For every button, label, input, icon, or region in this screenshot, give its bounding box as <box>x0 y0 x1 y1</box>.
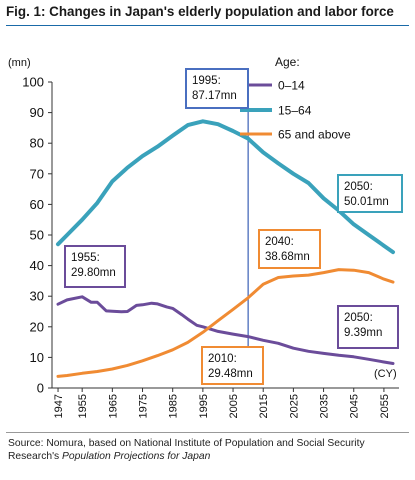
x-axis-unit-label: (CY) <box>374 368 397 380</box>
annotations: 1995: 87.17mn 1955: 29.80mn 2040: 38.68mn 2050… <box>64 68 403 385</box>
source-divider <box>6 432 409 433</box>
source-text: Source: Nomura, based on National Instit… <box>8 438 365 462</box>
x-tick-label: 2035 <box>319 394 331 418</box>
chart-title: Fig. 1: Changes in Japan's elderly popul… <box>6 4 394 19</box>
y-tick-label: 50 <box>30 228 44 243</box>
annotation-box <box>201 346 264 385</box>
annotation-label-line1: 2050: <box>344 312 373 324</box>
y-tick-label: 90 <box>30 105 44 120</box>
x-tick-label: 2025 <box>288 394 300 418</box>
y-tick-label: 10 <box>30 350 44 365</box>
annotation-label-line2: 29.48mn <box>208 368 253 380</box>
legend-label: 15–64 <box>278 104 312 118</box>
annotation-label-line2: 50.01mn <box>344 196 389 208</box>
y-tick-label: 80 <box>30 136 44 151</box>
x-tick-label: 1955 <box>77 394 89 418</box>
legend-label: 65 and above <box>278 128 351 142</box>
x-tick-label: 2005 <box>228 394 240 418</box>
series-line-65-and-above <box>56 268 395 378</box>
annotation-box <box>64 245 126 288</box>
source-publication: Population Projections for Japan <box>62 451 211 462</box>
x-tick-label: 1947 <box>53 394 65 418</box>
annotation-label-line1: 2010: <box>208 353 237 365</box>
annotation-label-line1: 2040: <box>265 236 294 248</box>
x-tick-label: 1965 <box>107 394 119 418</box>
annotation-label-line2: 9.39mn <box>344 327 382 339</box>
x-tick-label: 1995 <box>198 394 210 418</box>
series-line-0-14 <box>56 295 395 365</box>
annotation-box <box>185 68 249 109</box>
legend-title: Age: <box>275 55 300 69</box>
x-tick-label: 2055 <box>379 394 391 418</box>
y-tick-label: 0 <box>37 381 44 396</box>
annotation-box <box>337 305 399 349</box>
y-tick-label: 100 <box>22 75 44 90</box>
annotation-label-line2: 87.17mn <box>192 90 237 102</box>
y-tick-label: 30 <box>30 289 44 304</box>
x-tick-label: 1975 <box>138 394 150 418</box>
source-note: Source: Nomura, based on National Instit… <box>8 437 408 463</box>
annotation-label-line1: 1995: <box>192 75 221 87</box>
y-tick-label: 20 <box>30 319 44 334</box>
legend-label: 0–14 <box>278 79 305 93</box>
annotation-box <box>258 229 321 269</box>
legend: Age: 0–14 15–64 65 and above <box>240 55 351 142</box>
x-tick-label: 2015 <box>258 394 270 418</box>
y-tick-label: 70 <box>30 166 44 181</box>
annotation-label-line2: 38.68mn <box>265 251 310 263</box>
axes: 0 10 20 30 40 50 60 70 80 90 100 (mn) 1947 1955 1965 19… <box>8 57 399 418</box>
annotation-label-line1: 2050: <box>344 181 373 193</box>
annotation-label-line1: 1955: <box>71 252 100 264</box>
x-tick-label: 1985 <box>168 394 180 418</box>
x-tick-label: 2045 <box>349 394 361 418</box>
annotation-box <box>337 174 403 213</box>
y-axis-unit-label: (mn) <box>8 57 31 69</box>
title-divider <box>6 25 409 26</box>
y-tick-label: 40 <box>30 258 44 273</box>
y-tick-label: 60 <box>30 197 44 212</box>
annotation-label-line2: 29.80mn <box>71 267 116 279</box>
